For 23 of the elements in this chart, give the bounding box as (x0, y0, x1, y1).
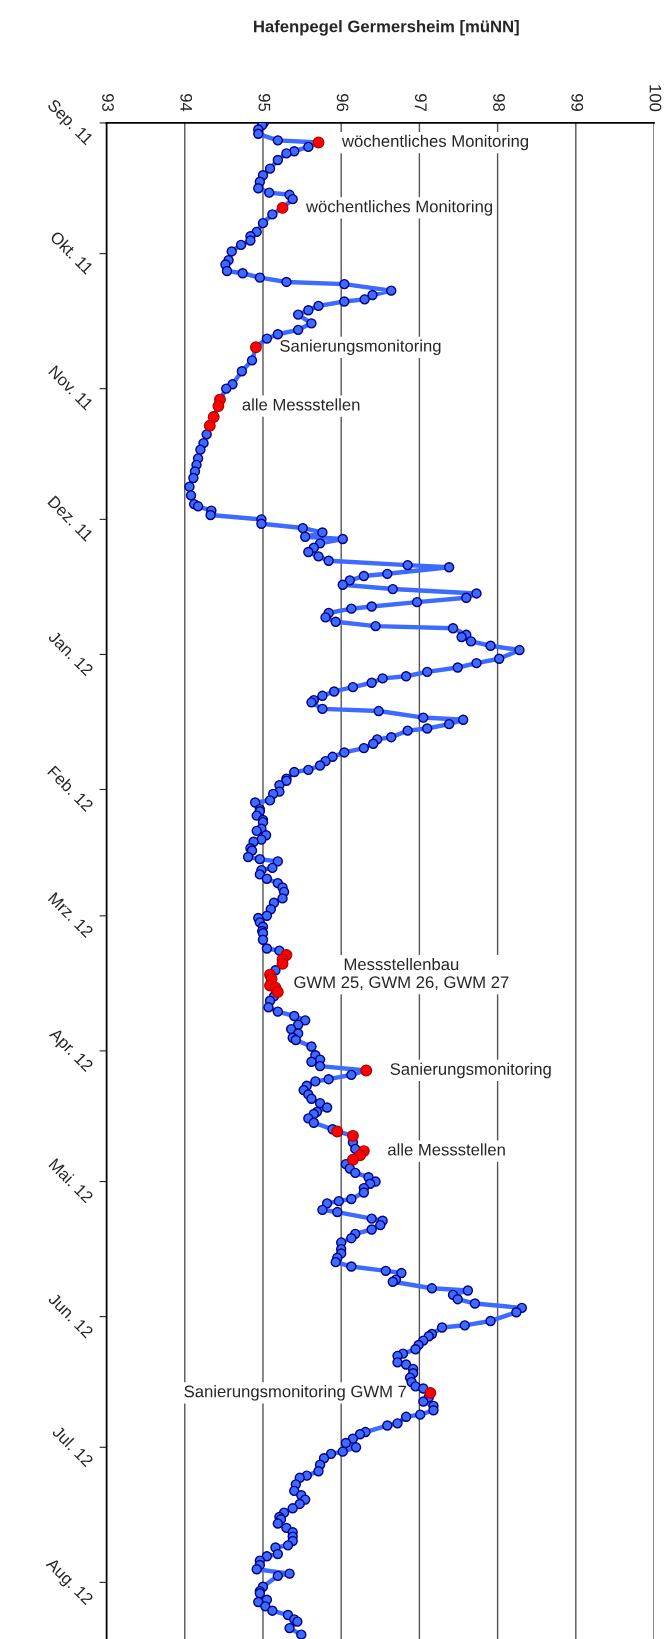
annotation: Sanierungsmonitoring (390, 1062, 551, 1079)
x-tick-label: 100 (649, 85, 662, 112)
x-tick-label: 97 (414, 94, 427, 111)
annotation: alle Messstellen (388, 1143, 505, 1156)
y-tick-label: Jan. 12 (47, 630, 94, 677)
y-tick-label: Jul. 12 (51, 1424, 95, 1468)
y-tick-label: Apr. 12 (46, 1027, 94, 1075)
x-tick-label: 94 (180, 94, 193, 112)
x-tick-label: 96 (336, 94, 349, 112)
y-tick-label: Jun. 12 (47, 1292, 94, 1339)
y-tick-label: Okt. 11 (49, 230, 95, 275)
x-tick-label: 95 (258, 94, 271, 112)
annotation: wöchentliches Monitoring (341, 134, 529, 151)
annotation: Sanierungsmonitoring GWM 7 (184, 1385, 407, 1401)
x-tick-label: 98 (493, 94, 505, 112)
chart-title: Hafenpegel Germersheim [müNN] (254, 20, 519, 36)
x-tick-label: 93 (102, 94, 114, 112)
annotation: wöchentliches Monitoring (305, 200, 493, 216)
x-tick-label: 99 (571, 94, 584, 112)
y-tick-label: Aug. 12 (43, 1556, 94, 1608)
annotation: alle Messstellen (242, 398, 360, 411)
annotation: Sanierungsmonitoring (280, 339, 441, 356)
annotation: Messstellenbau GWM 25, GWM 26, GWM 27 (294, 957, 509, 991)
